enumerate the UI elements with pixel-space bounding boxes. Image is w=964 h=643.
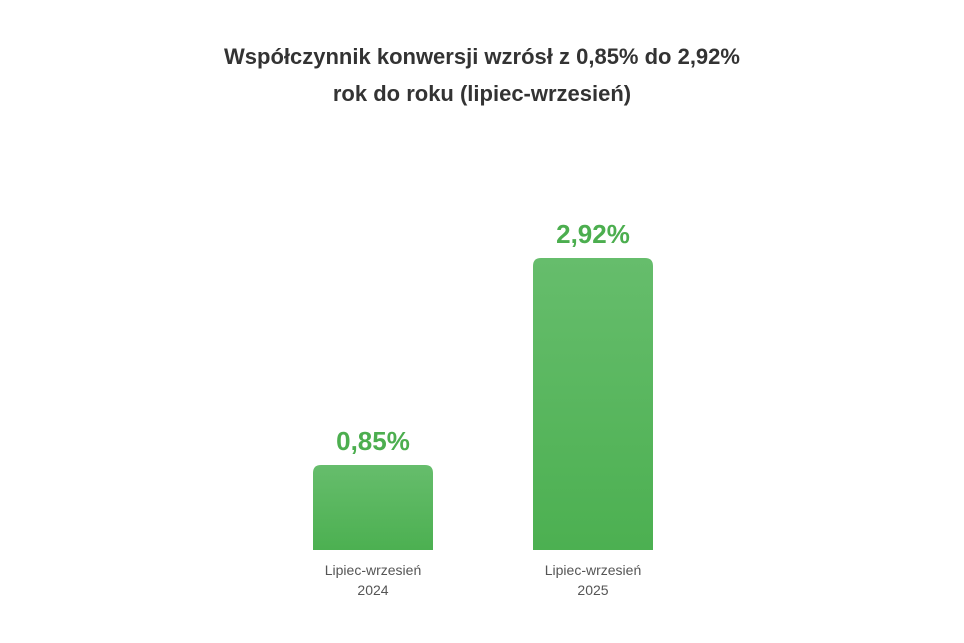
chart-subtitle-line: rok do roku (lipiec-wrzesień) xyxy=(332,81,632,106)
bar-1 xyxy=(313,465,433,550)
bar-value-label-2: 2,92% xyxy=(556,219,630,249)
bar-value-label-1: 0,85% xyxy=(336,426,410,456)
bar-2 xyxy=(533,258,653,550)
category-label-2-line-1: Lipiec-wrzesień xyxy=(545,562,641,578)
chart-title: Współczynnik konwersji wzrósł z 0,85% do… xyxy=(0,38,964,112)
category-label-1-line-1: Lipiec-wrzesień xyxy=(325,562,421,578)
category-label-2-line-2: 2025 xyxy=(577,582,608,598)
chart-title-line: Współczynnik konwersji wzrósł z 0,85% do… xyxy=(224,44,740,69)
category-label-1-line-2: 2024 xyxy=(357,582,388,598)
